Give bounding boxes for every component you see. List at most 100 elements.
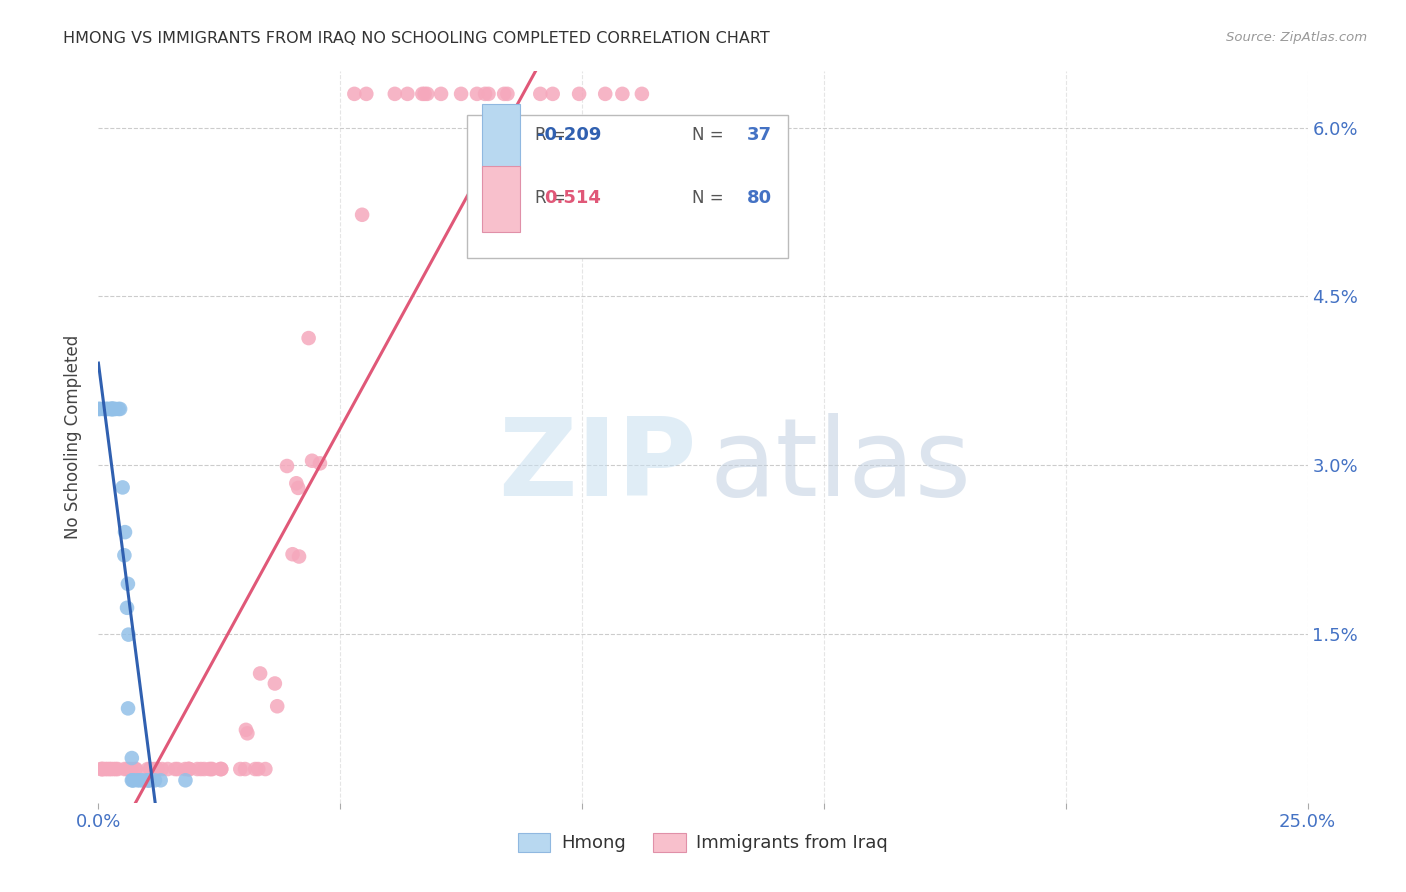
Point (352, 208, 374, 222)
FancyBboxPatch shape (482, 167, 520, 232)
Point (174, 762, 197, 776)
Point (177, 762, 200, 776)
Point (139, 762, 162, 776)
Text: ZIP: ZIP (499, 413, 697, 519)
Point (121, 773, 143, 788)
Point (285, 476, 308, 491)
Point (104, 762, 127, 776)
Point (174, 773, 197, 788)
Point (89, 401, 111, 416)
Point (96, 401, 118, 416)
Point (97, 401, 120, 416)
Point (150, 762, 173, 776)
Point (166, 762, 188, 776)
Point (356, 87, 378, 101)
Point (115, 762, 138, 776)
Point (104, 401, 127, 416)
Text: 37: 37 (747, 126, 772, 145)
Point (111, 480, 134, 494)
Point (263, 676, 285, 690)
Point (235, 723, 257, 737)
Point (103, 762, 125, 776)
Point (309, 456, 332, 470)
Point (139, 762, 162, 776)
Point (138, 773, 160, 788)
Point (100, 762, 122, 776)
Point (142, 762, 165, 776)
Text: N =: N = (692, 126, 724, 145)
Point (266, 699, 288, 714)
Point (411, 87, 433, 101)
Point (94, 762, 117, 776)
Point (249, 666, 271, 681)
Point (107, 762, 129, 776)
Point (494, 87, 516, 101)
Point (94, 401, 117, 416)
Point (245, 762, 267, 776)
Point (477, 87, 499, 101)
Point (343, 87, 366, 101)
Point (165, 762, 187, 776)
Text: atlas: atlas (709, 413, 972, 519)
Point (465, 87, 488, 101)
Point (612, 87, 634, 101)
Point (236, 726, 259, 740)
Point (128, 773, 150, 788)
Point (121, 773, 143, 788)
Point (200, 762, 222, 776)
Point (529, 87, 551, 101)
Point (179, 762, 201, 776)
Point (209, 762, 232, 776)
Text: HMONG VS IMMIGRANTS FROM IRAQ NO SCHOOLING COMPLETED CORRELATION CHART: HMONG VS IMMIGRANTS FROM IRAQ NO SCHOOLI… (63, 31, 770, 46)
Point (96, 762, 118, 776)
Point (474, 87, 496, 101)
Point (108, 401, 131, 416)
Point (117, 577, 139, 591)
Point (93, 762, 115, 776)
FancyBboxPatch shape (482, 103, 520, 169)
Point (100, 401, 122, 416)
Point (288, 549, 311, 564)
Point (186, 762, 208, 776)
Point (114, 762, 136, 776)
Point (98, 762, 121, 776)
Point (209, 762, 232, 776)
Point (103, 401, 125, 416)
Legend: Hmong, Immigrants from Iraq: Hmong, Immigrants from Iraq (510, 826, 896, 860)
Point (149, 773, 172, 788)
Point (101, 401, 124, 416)
Point (413, 87, 436, 101)
Point (136, 762, 159, 776)
Text: Source: ZipAtlas.com: Source: ZipAtlas.com (1226, 31, 1367, 45)
Point (91, 401, 114, 416)
Point (190, 762, 212, 776)
Text: 80: 80 (747, 189, 772, 207)
Point (131, 773, 153, 788)
Text: 0.514: 0.514 (544, 189, 602, 207)
Y-axis label: No Schooling Completed: No Schooling Completed (65, 335, 83, 539)
Text: R =: R = (534, 126, 565, 145)
Point (430, 87, 453, 101)
Point (121, 751, 143, 765)
Point (384, 87, 406, 101)
FancyBboxPatch shape (467, 115, 787, 258)
Point (287, 481, 309, 495)
Point (177, 762, 200, 776)
Point (143, 773, 166, 788)
Point (114, 525, 136, 540)
Point (91, 762, 114, 776)
Point (107, 401, 129, 416)
Point (177, 762, 200, 776)
Point (254, 762, 277, 776)
Point (115, 600, 138, 615)
Point (138, 773, 160, 788)
Point (118, 762, 141, 776)
Point (125, 762, 148, 776)
Point (112, 549, 135, 563)
Point (301, 454, 323, 468)
Point (127, 773, 149, 788)
Point (156, 762, 179, 776)
Point (89, 401, 111, 416)
Text: -0.209: -0.209 (537, 126, 602, 145)
Point (98, 401, 121, 416)
